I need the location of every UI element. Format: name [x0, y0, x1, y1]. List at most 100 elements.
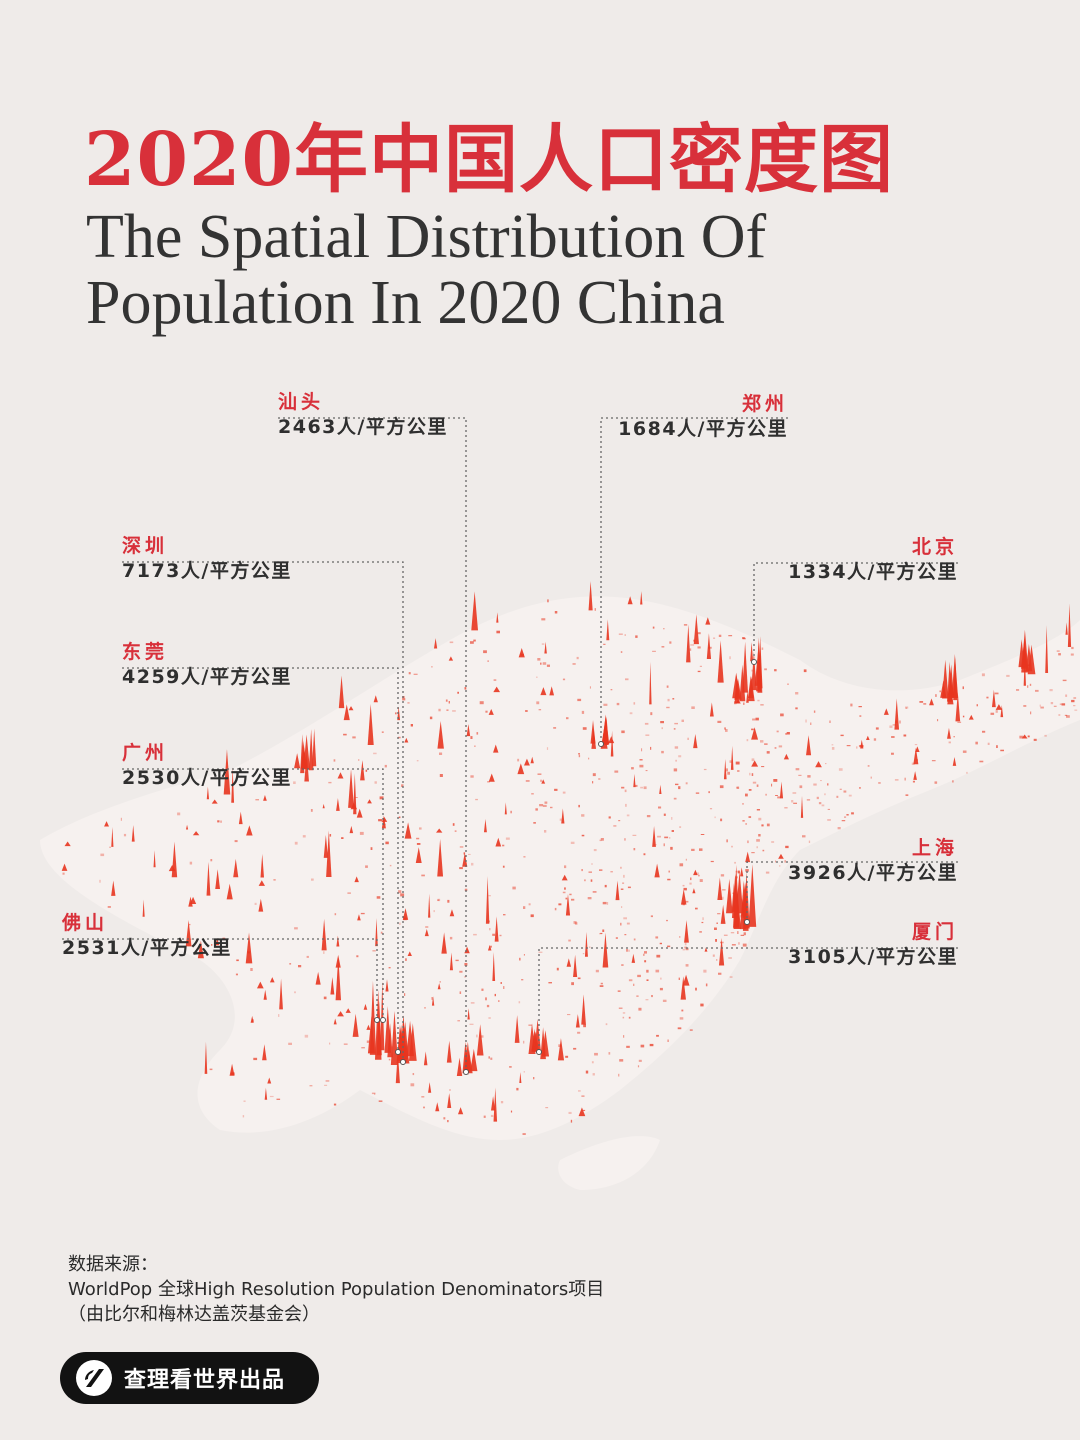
- city-name: 深圳: [122, 535, 169, 557]
- density-spike: [518, 647, 525, 658]
- grain-mark: [889, 725, 893, 728]
- density-spike: [742, 882, 748, 918]
- grain-mark: [554, 611, 558, 614]
- grain-mark: [624, 789, 627, 793]
- density-spike: [380, 981, 385, 1051]
- grain-mark: [490, 1057, 493, 1060]
- grain-mark: [577, 977, 581, 980]
- density-spike: [233, 858, 239, 878]
- density-spike: [406, 1020, 414, 1057]
- grain-mark: [1035, 689, 1039, 692]
- grain-mark: [690, 877, 692, 881]
- density-spike: [246, 825, 253, 836]
- density-spike: [223, 749, 231, 795]
- grain-mark: [1029, 683, 1032, 686]
- grain-mark: [620, 888, 624, 890]
- grain-mark: [573, 1047, 577, 1050]
- grain-mark: [679, 863, 684, 867]
- grain-mark: [598, 778, 601, 780]
- density-spike: [720, 904, 726, 924]
- grain-mark: [701, 921, 704, 924]
- grain-mark: [729, 760, 733, 763]
- grain-mark: [669, 837, 671, 839]
- grain-mark: [937, 719, 939, 722]
- grain-mark: [1059, 703, 1062, 705]
- marker-foshan: [374, 1017, 380, 1023]
- grain-mark: [360, 912, 365, 915]
- density-spike: [742, 641, 748, 693]
- grain-mark: [697, 632, 701, 635]
- marker-xiamen: [536, 1049, 542, 1055]
- grain-mark: [107, 906, 111, 908]
- grain-mark: [588, 871, 592, 873]
- density-spike: [456, 1057, 463, 1076]
- density-spike: [336, 798, 340, 811]
- grain-mark: [693, 639, 695, 642]
- grain-mark: [891, 752, 894, 755]
- density-spike: [725, 878, 733, 914]
- density-spike: [748, 676, 755, 702]
- grain-mark: [502, 844, 505, 847]
- density-spike: [470, 1048, 478, 1072]
- grain-mark: [498, 1000, 500, 1002]
- density-spike: [566, 958, 572, 967]
- grain-mark: [678, 786, 681, 790]
- grain-mark: [667, 1039, 669, 1042]
- grain-mark: [717, 720, 722, 723]
- density-spike: [487, 945, 492, 951]
- grain-mark: [633, 983, 635, 986]
- grain-mark: [700, 834, 705, 835]
- density-spike: [693, 733, 698, 749]
- density-spike: [1021, 734, 1028, 739]
- grain-mark: [626, 814, 630, 817]
- density-spike: [913, 747, 919, 765]
- grain-mark: [627, 886, 631, 889]
- grain-mark: [646, 979, 649, 981]
- density-spike: [153, 850, 156, 868]
- grain-mark: [1065, 694, 1068, 697]
- grain-mark: [1040, 706, 1044, 709]
- density-spike: [649, 661, 652, 705]
- grain-mark: [1058, 714, 1061, 716]
- grain-mark: [481, 988, 484, 991]
- grain-mark: [470, 641, 474, 644]
- grain-mark: [684, 946, 687, 949]
- grain-mark: [722, 896, 724, 900]
- density-spike: [929, 698, 934, 706]
- grain-mark: [343, 733, 347, 736]
- grain-mark: [306, 955, 309, 958]
- grain-mark: [728, 635, 733, 637]
- density-spike: [321, 918, 327, 951]
- grain-mark: [698, 874, 700, 877]
- grain-mark: [827, 808, 830, 810]
- density-spike: [104, 821, 110, 827]
- grain-mark: [523, 1040, 525, 1044]
- grain-mark: [503, 914, 506, 916]
- grain-mark: [661, 750, 664, 754]
- grain-mark: [673, 728, 676, 730]
- grain-mark: [695, 907, 698, 910]
- grain-mark: [189, 923, 191, 926]
- grain-mark: [591, 863, 593, 865]
- density-spike: [267, 1077, 272, 1084]
- grain-mark: [689, 1029, 693, 1031]
- grain-mark: [564, 865, 567, 869]
- grain-mark: [638, 1059, 642, 1062]
- grain-mark: [813, 710, 816, 713]
- grain-mark: [645, 770, 648, 772]
- grain-mark: [643, 786, 647, 790]
- grain-mark: [731, 944, 736, 946]
- grain-mark: [594, 1052, 598, 1056]
- grain-mark: [473, 639, 476, 642]
- grain-mark: [626, 922, 630, 925]
- grain-mark: [703, 969, 707, 973]
- density-spike: [354, 876, 359, 883]
- grain-mark: [408, 672, 411, 675]
- source-line: WorldPop 全球High Resolution Population De…: [68, 1279, 605, 1300]
- density-spike: [517, 763, 525, 775]
- density-spike: [602, 932, 609, 968]
- grain-mark: [622, 1012, 626, 1014]
- grain-mark: [624, 934, 627, 936]
- source-note: （由比尔和梅林达盖茨基金会）: [68, 1304, 320, 1325]
- grain-mark: [844, 816, 847, 818]
